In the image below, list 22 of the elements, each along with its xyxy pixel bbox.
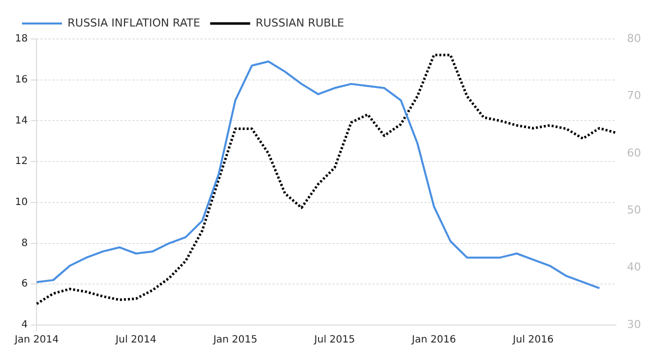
legend-label: RUSSIA INFLATION RATE [68, 16, 200, 30]
y2-tick-label: 40 [627, 260, 642, 274]
y-tick-label: 18 [14, 34, 28, 45]
x-tick-label: Jul 2016 [512, 334, 554, 346]
y2-tick-label: 70 [627, 89, 642, 102]
y-tick-label: 16 [14, 74, 28, 86]
y2-tick-label: 30 [627, 318, 642, 331]
y-tick-label: 4 [21, 320, 28, 331]
legend-label: RUSSIAN RUBLE [256, 16, 344, 30]
x-tick-label: Jul 2015 [313, 334, 355, 346]
y-tick-label: 14 [14, 115, 28, 126]
x-tick-label: Jan 2016 [410, 334, 456, 346]
x-tick-label: Jan 2015 [212, 334, 258, 346]
y2-tick-label: 80 [627, 32, 642, 45]
y2-tick-label: 50 [627, 203, 642, 216]
y-tick-label: 10 [14, 197, 28, 208]
y2-tick-label: 60 [627, 146, 642, 160]
x-tick-label: Jan 2014 [14, 334, 59, 346]
y-tick-label: 8 [21, 238, 28, 249]
y-tick-label: 6 [21, 278, 28, 290]
y-tick-label: 12 [14, 156, 28, 168]
x-tick-label: Jul 2014 [114, 334, 156, 346]
